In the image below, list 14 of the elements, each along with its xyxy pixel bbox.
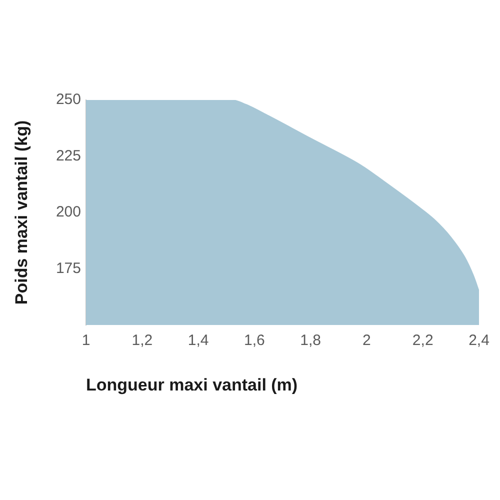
y-tick-label: 225 xyxy=(56,147,81,164)
x-tick-label: 1,8 xyxy=(300,332,321,350)
x-tick-label: 2 xyxy=(362,332,371,350)
x-tick-label: 1,4 xyxy=(188,332,209,350)
y-tick-label: 175 xyxy=(56,260,81,277)
x-tick-label: 1,2 xyxy=(132,332,153,350)
y-tick-label: 250 xyxy=(56,91,81,108)
x-axis-title: Longueur maxi vantail (m) xyxy=(86,375,298,394)
y-tick-label: 200 xyxy=(56,204,81,221)
x-tick-label: 2,4 xyxy=(468,332,490,350)
x-tick-label: 1,6 xyxy=(244,332,265,350)
x-tick-label: 1 xyxy=(82,332,90,350)
x-tick-label: 2,2 xyxy=(412,332,434,350)
y-axis-title: Poids maxi vantail (kg) xyxy=(12,120,31,305)
